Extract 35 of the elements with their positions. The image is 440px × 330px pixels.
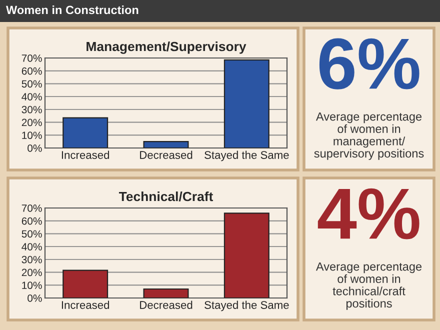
text: Women in Construction	[6, 6, 138, 14]
y-tick-label: 60%	[22, 67, 42, 75]
y-tick-label: 40%	[22, 243, 42, 250]
x-tick-label: Increased	[62, 300, 110, 309]
y-tick-label: 70%	[22, 54, 42, 62]
text: Average percentage of women in management/ supervisory positions	[314, 112, 424, 160]
x-tick-label: Stayed the Same	[204, 150, 289, 162]
y-tick-label: 20%	[22, 118, 42, 126]
y-tick-label: 50%	[22, 80, 42, 88]
bar	[62, 117, 108, 148]
bar	[143, 141, 189, 148]
y-tick-label: 30%	[22, 106, 42, 114]
y-tick-label: 70%	[22, 204, 42, 212]
text: 6%	[319, 38, 420, 90]
x-tick-label: Decreased	[140, 300, 192, 309]
y-tick-label: 10%	[22, 282, 42, 290]
text: 4%	[318, 188, 420, 240]
text: Average percentage of women in technical/craft positions	[316, 262, 422, 310]
y-tick-label: 50%	[22, 230, 42, 238]
y-tick-label: 30%	[22, 256, 42, 264]
x-tick-label: Decreased	[140, 150, 192, 159]
bar	[62, 270, 108, 298]
y-tick-label: 0%	[28, 144, 42, 152]
x-tick-label: Increased	[62, 150, 110, 159]
y-tick-label: 0%	[28, 294, 42, 302]
chart-title: Technical/Craft	[118, 191, 214, 202]
y-tick-label: 20%	[22, 268, 42, 276]
y-tick-label: 60%	[22, 217, 42, 225]
chart-title: Management/Supervisory	[86, 41, 246, 54]
bar	[143, 288, 189, 298]
y-tick-label: 10%	[22, 132, 42, 140]
bar	[224, 212, 270, 298]
y-tick-label: 40%	[22, 93, 42, 100]
x-tick-label: Stayed the Same	[204, 300, 289, 312]
bar	[224, 59, 270, 148]
